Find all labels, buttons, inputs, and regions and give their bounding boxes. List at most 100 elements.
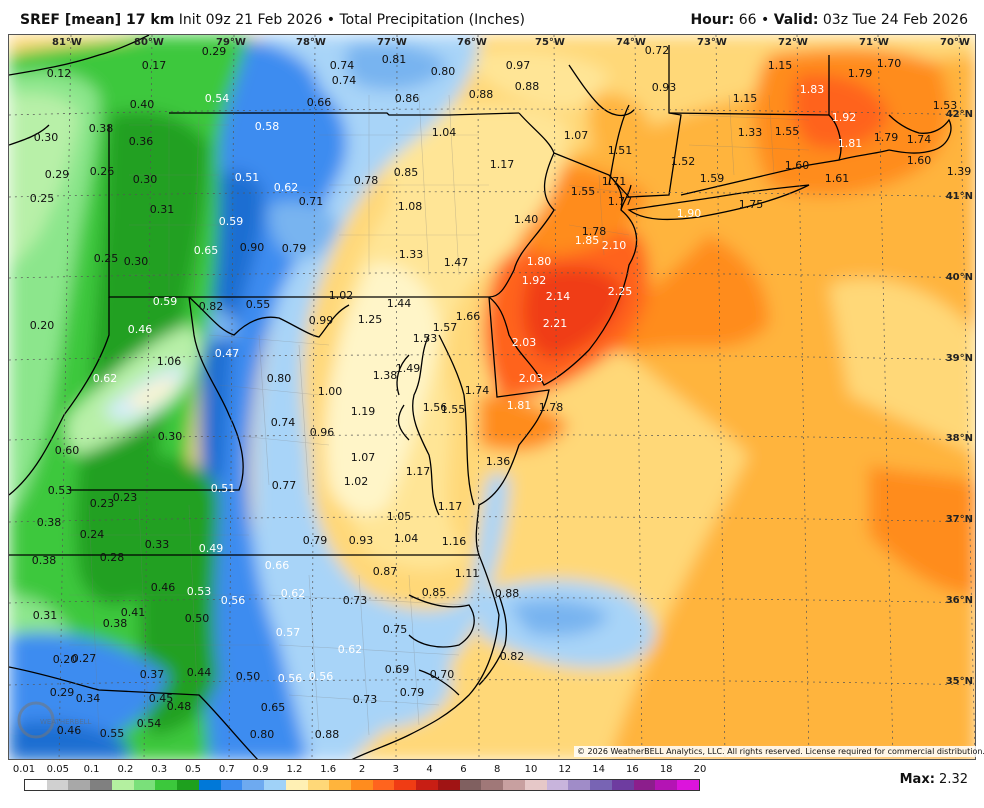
legend-swatch — [90, 780, 112, 790]
precip-value-label: 0.62 — [93, 372, 118, 385]
precip-value-label: 0.36 — [129, 135, 154, 148]
precip-value-label: 0.99 — [309, 314, 334, 327]
precip-value-label: 1.33 — [738, 126, 763, 139]
precip-value-label: 0.62 — [274, 181, 299, 194]
legend-swatch — [285, 780, 308, 790]
legend-swatch — [546, 780, 569, 790]
legend-tick: 4 — [426, 764, 433, 775]
precip-value-label: 1.60 — [785, 159, 810, 172]
max-value: Max: 2.32 — [900, 772, 968, 787]
legend-swatch — [524, 780, 547, 790]
max-number: 2.32 — [939, 772, 968, 787]
precip-value-label: 1.74 — [465, 384, 490, 397]
precip-value-label: 0.74 — [332, 74, 357, 87]
valid-info: Hour: 66 • Valid: 03z Tue 24 Feb 2026 — [690, 12, 968, 28]
latitude-labels: 42°N 41°N 40°N 39°N 38°N 37°N 36°N 35°N — [946, 109, 973, 687]
precip-field-layer — [9, 35, 975, 759]
precip-value-label: 0.46 — [57, 724, 82, 737]
longitude-label: 80°W — [134, 37, 164, 48]
legend-tick: 0.1 — [83, 764, 100, 775]
map-title: SREF [mean] 17 km Init 09z 21 Feb 2026 •… — [20, 12, 525, 28]
precip-value-label: 0.20 — [53, 653, 78, 666]
valid-value: 03z Tue 24 Feb 2026 — [822, 12, 968, 28]
precip-value-label: 0.72 — [645, 44, 670, 57]
precip-value-label: 0.87 — [373, 565, 398, 578]
precip-value-label: 0.66 — [265, 559, 290, 572]
precip-value-label: 1.55 — [441, 403, 466, 416]
precip-value-label: 2.03 — [512, 336, 537, 349]
precip-value-label: 0.82 — [500, 650, 525, 663]
legend-swatch — [220, 780, 243, 790]
precip-value-label: 0.25 — [94, 252, 119, 265]
precip-value-label: 1.55 — [775, 125, 800, 138]
legend-swatch — [633, 780, 656, 790]
hour-label: Hour: — [690, 12, 735, 28]
precip-value-label: 1.92 — [832, 111, 857, 124]
precip-value-label: 0.30 — [34, 131, 59, 144]
separator: • — [760, 12, 770, 28]
precip-value-label: 1.07 — [351, 451, 376, 464]
precip-value-label: 2.10 — [602, 239, 627, 252]
precip-value-label: 0.77 — [272, 479, 297, 492]
legend-tick: 12 — [558, 764, 572, 775]
precip-value-label: 1.08 — [398, 200, 423, 213]
precip-value-label: 1.15 — [768, 59, 793, 72]
precip-value-label: 1.77 — [608, 195, 633, 208]
precip-value-label: 0.25 — [30, 192, 55, 205]
legend-tick: 1.6 — [320, 764, 337, 775]
longitude-label: 72°W — [778, 37, 808, 48]
color-legend: 0.01 0.05 0.1 0.2 0.3 0.5 0.7 0.9 1.2 1.6 2 3 4 6 8 10 1… — [13, 764, 707, 796]
longitude-label: 76°W — [457, 37, 487, 48]
precip-value-label: 0.82 — [199, 300, 224, 313]
precip-value-label: 1.04 — [432, 126, 457, 139]
precip-value-label: 0.26 — [90, 165, 115, 178]
precip-value-label: 0.88 — [515, 80, 540, 93]
precip-value-labels: 0.120.170.290.40 0.54 0.660.740.740.810.80… — [30, 44, 972, 741]
precip-value-label: 0.58 — [255, 120, 280, 133]
precip-value-label: 1.07 — [564, 129, 589, 142]
precip-value-label: 1.61 — [825, 172, 850, 185]
precip-value-label: 1.53 — [933, 99, 958, 112]
precip-value-label: 1.59 — [700, 172, 725, 185]
precip-value-label: 0.53 — [48, 484, 73, 497]
precip-value-label: 1.36 — [486, 455, 511, 468]
precip-value-label: 1.51 — [608, 144, 633, 157]
precip-value-label: 1.81 — [507, 399, 532, 412]
legend-tick-labels: 0.01 0.05 0.1 0.2 0.3 0.5 0.7 0.9 1.2 1.6 2 3 4 6 8 10 1… — [13, 764, 707, 778]
precip-value-label: 1.79 — [848, 67, 873, 80]
legend-tick: 1.2 — [286, 764, 303, 775]
legend-tick: 18 — [659, 764, 673, 775]
precip-value-label: 1.39 — [947, 165, 972, 178]
latitude-label: 36°N — [946, 595, 973, 606]
precip-value-label: 1.75 — [739, 198, 764, 211]
precip-value-label: 0.74 — [271, 416, 296, 429]
precip-value-label: 0.65 — [194, 244, 219, 257]
precip-value-label: 1.17 — [490, 158, 515, 171]
map-canvas: 81°W 80°W 79°W 78°W 77°W 76°W 75°W 74°W 73°W 72°W… — [9, 35, 975, 759]
precip-value-label: 0.51 — [235, 171, 260, 184]
legend-tick: 0.2 — [117, 764, 134, 775]
precip-value-label: 0.85 — [394, 166, 419, 179]
precip-value-label: 0.70 — [430, 668, 455, 681]
legend-tick: 0.5 — [185, 764, 201, 775]
copyright-notice: © 2026 WeatherBELL Analytics, LLC. All r… — [574, 746, 984, 757]
precipitation-map[interactable]: 81°W 80°W 79°W 78°W 77°W 76°W 75°W 74°W 73°W 72°W… — [8, 34, 976, 760]
precip-value-label: 0.88 — [495, 587, 520, 600]
precip-value-label: 0.73 — [353, 693, 378, 706]
legend-tick: 16 — [626, 764, 639, 775]
precip-value-label: 1.79 — [874, 131, 899, 144]
precip-value-label: 0.44 — [187, 666, 212, 679]
precip-value-label: 1.47 — [444, 256, 469, 269]
precip-value-label: 0.50 — [185, 612, 210, 625]
precip-value-label: 0.38 — [32, 554, 57, 567]
precip-value-label: 0.80 — [267, 372, 292, 385]
precip-value-label: 1.04 — [394, 532, 419, 545]
precip-value-label: 1.52 — [671, 155, 696, 168]
precip-value-label: 0.23 — [113, 491, 138, 504]
latitude-label: 35°N — [946, 676, 973, 687]
precip-value-label: 0.80 — [431, 65, 456, 78]
precip-value-label: 0.56 — [309, 670, 334, 683]
precip-value-label: 0.86 — [395, 92, 420, 105]
precip-value-label: 0.74 — [330, 59, 355, 72]
precip-value-label: 0.60 — [55, 444, 80, 457]
